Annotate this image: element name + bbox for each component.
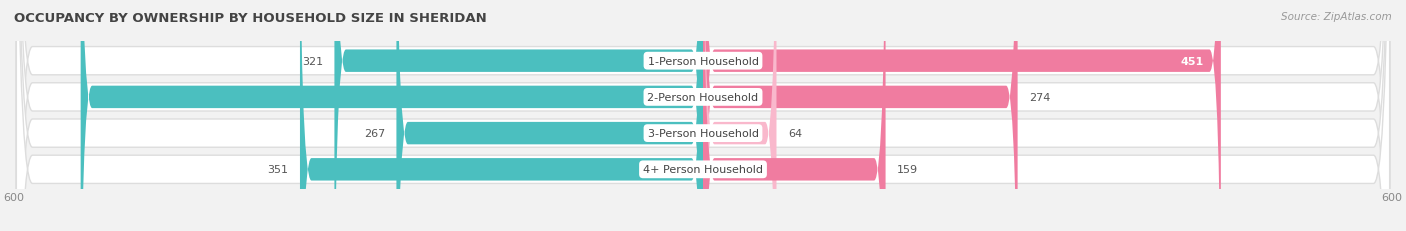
FancyBboxPatch shape [17,0,1389,231]
Text: 274: 274 [1029,92,1050,103]
Text: 2-Person Household: 2-Person Household [647,92,759,103]
FancyBboxPatch shape [703,0,1220,231]
FancyBboxPatch shape [299,0,703,231]
FancyBboxPatch shape [17,0,1389,231]
Text: 351: 351 [267,165,288,175]
FancyBboxPatch shape [703,0,776,231]
Text: 267: 267 [364,128,385,139]
FancyBboxPatch shape [17,0,1389,231]
Text: 159: 159 [897,165,918,175]
Text: 4+ Person Household: 4+ Person Household [643,165,763,175]
Text: 1-Person Household: 1-Person Household [648,56,758,66]
FancyBboxPatch shape [17,0,1389,231]
FancyBboxPatch shape [335,0,703,231]
Text: 542: 542 [31,92,55,103]
FancyBboxPatch shape [396,0,703,231]
FancyBboxPatch shape [703,0,1018,231]
Text: 3-Person Household: 3-Person Household [648,128,758,139]
FancyBboxPatch shape [703,0,886,231]
Text: OCCUPANCY BY OWNERSHIP BY HOUSEHOLD SIZE IN SHERIDAN: OCCUPANCY BY OWNERSHIP BY HOUSEHOLD SIZE… [14,12,486,24]
Text: 451: 451 [1181,56,1204,66]
Text: 64: 64 [787,128,801,139]
Text: 321: 321 [302,56,323,66]
FancyBboxPatch shape [80,0,703,231]
Text: Source: ZipAtlas.com: Source: ZipAtlas.com [1281,12,1392,21]
